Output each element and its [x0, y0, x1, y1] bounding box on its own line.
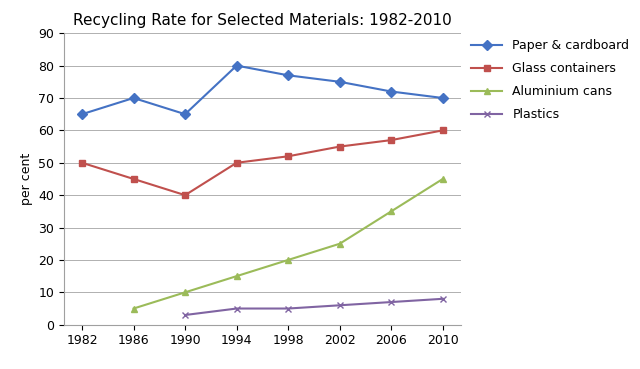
Y-axis label: per cent: per cent [20, 153, 33, 205]
Glass containers [78, 161, 86, 165]
Plastics [336, 303, 344, 307]
Plastics [233, 306, 241, 311]
Paper & cardboard [284, 73, 292, 77]
Plastics [181, 313, 189, 317]
Paper & cardboard [387, 89, 395, 94]
Aluminium cans [439, 177, 447, 181]
Line: Aluminium cans: Aluminium cans [130, 176, 446, 312]
Title: Recycling Rate for Selected Materials: 1982-2010: Recycling Rate for Selected Materials: 1… [73, 13, 452, 28]
Legend: Paper & cardboard, Glass containers, Aluminium cans, Plastics: Paper & cardboard, Glass containers, Alu… [471, 39, 629, 121]
Aluminium cans [181, 290, 189, 294]
Plastics [439, 297, 447, 301]
Paper & cardboard [130, 96, 138, 100]
Glass containers [336, 144, 344, 149]
Glass containers [439, 128, 447, 132]
Line: Plastics: Plastics [182, 295, 446, 318]
Glass containers [181, 193, 189, 197]
Aluminium cans [130, 306, 138, 311]
Line: Paper & cardboard: Paper & cardboard [79, 62, 446, 118]
Line: Glass containers: Glass containers [79, 127, 446, 199]
Glass containers [130, 177, 138, 181]
Aluminium cans [233, 274, 241, 278]
Glass containers [284, 154, 292, 159]
Paper & cardboard [233, 63, 241, 68]
Aluminium cans [387, 209, 395, 214]
Aluminium cans [284, 258, 292, 262]
Glass containers [233, 161, 241, 165]
Paper & cardboard [439, 96, 447, 100]
Paper & cardboard [78, 112, 86, 116]
Aluminium cans [336, 242, 344, 246]
Glass containers [387, 138, 395, 142]
Paper & cardboard [181, 112, 189, 116]
Plastics [284, 306, 292, 311]
Paper & cardboard [336, 80, 344, 84]
Plastics [387, 300, 395, 304]
